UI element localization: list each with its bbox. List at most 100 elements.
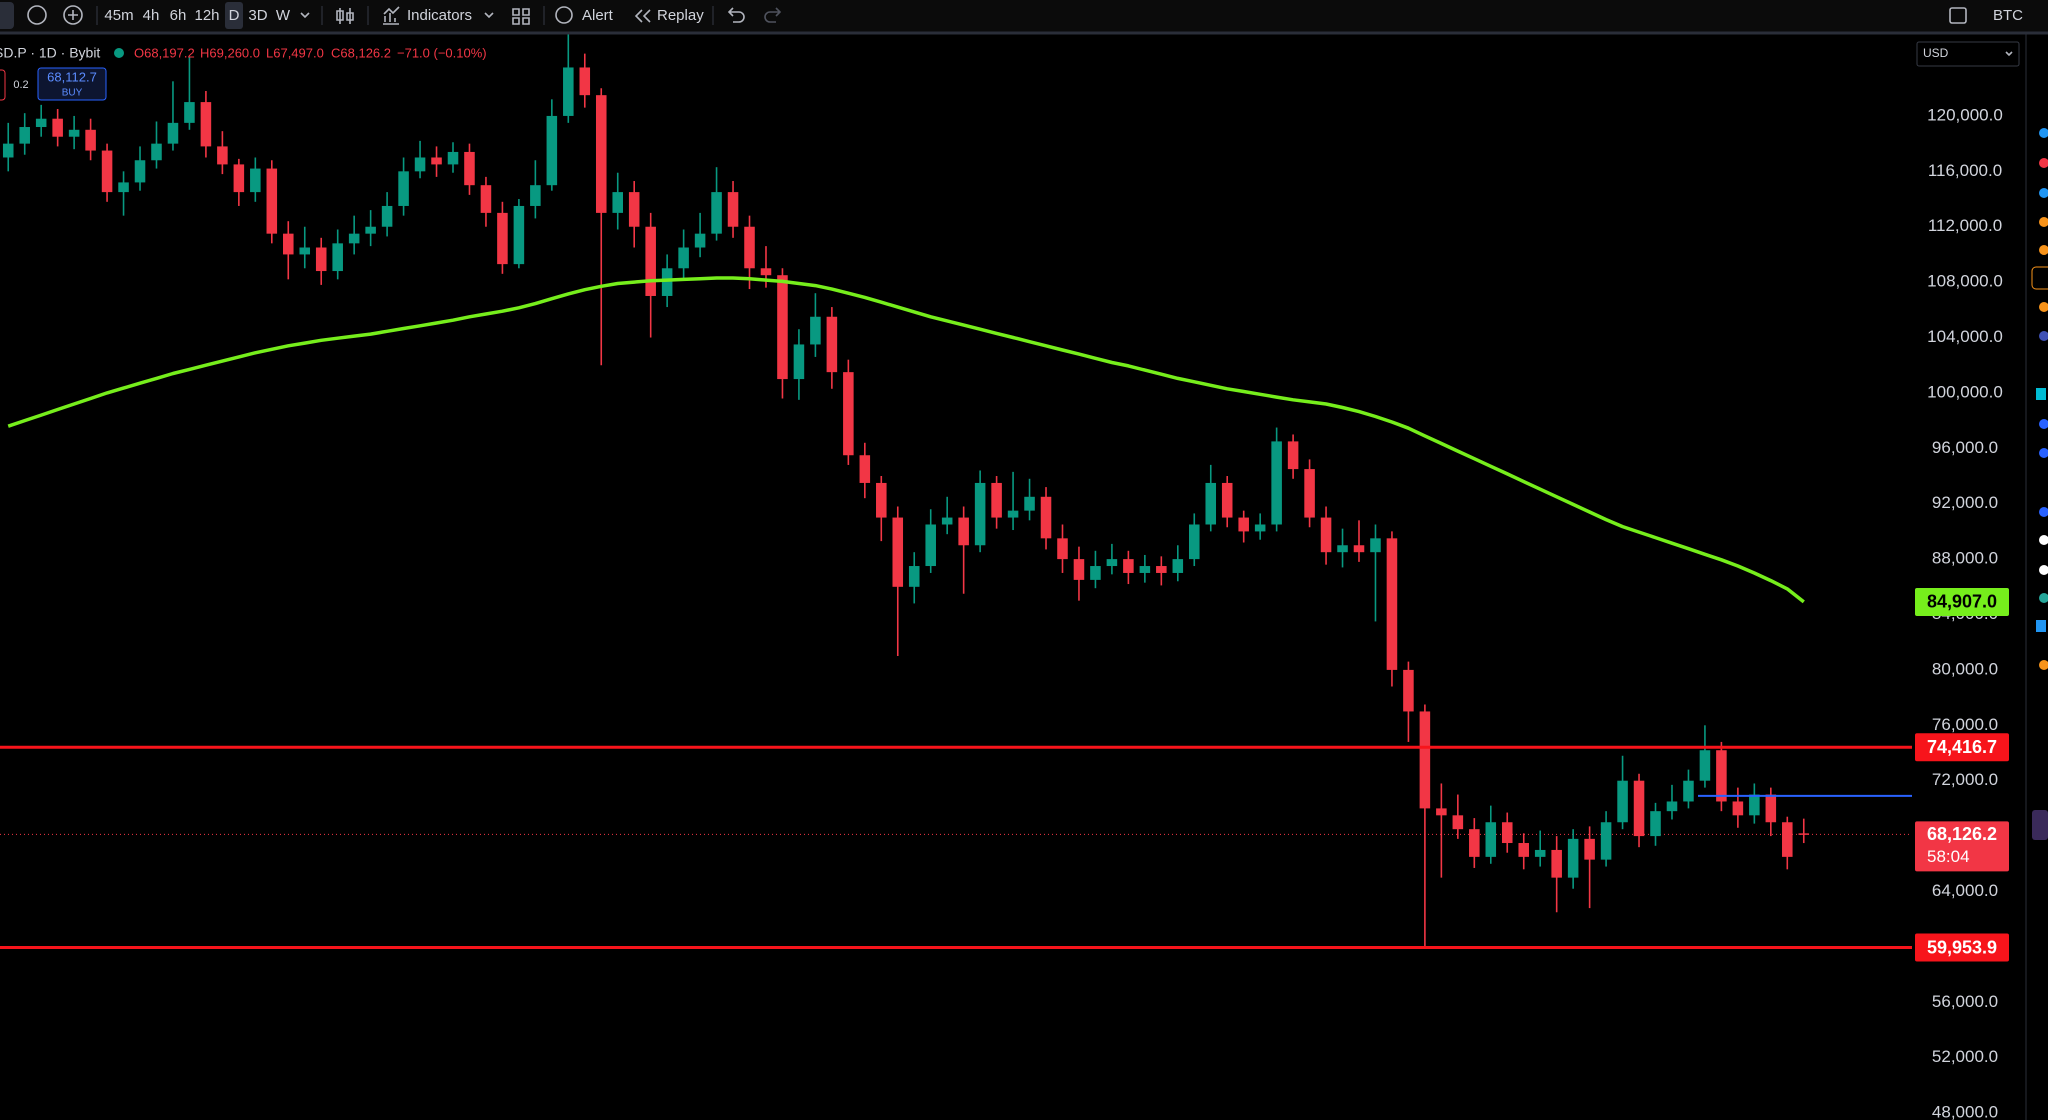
candle-body (908, 566, 920, 587)
indicators-icon[interactable] (383, 6, 400, 25)
undo-icon[interactable] (727, 7, 745, 23)
sidebar-icon[interactable] (2039, 188, 2048, 198)
candle-body (1732, 801, 1744, 816)
sidebar-icon[interactable] (2039, 331, 2048, 341)
candle-body (283, 233, 294, 255)
candle-body (1320, 517, 1332, 553)
sidebar-icon[interactable] (2039, 448, 2048, 458)
sidebar-icon[interactable] (2036, 388, 2046, 400)
buy-label[interactable]: BUY (62, 88, 83, 99)
interval[interactable]: 6h (170, 7, 187, 24)
y-tick-label: 112,000.0 (1928, 216, 2002, 235)
candle-body (35, 118, 47, 128)
candle-body (1419, 711, 1431, 809)
sidebar-icon[interactable] (2039, 128, 2048, 138)
watch-icon[interactable] (27, 5, 47, 25)
sidebar-icon[interactable] (2039, 535, 2048, 545)
indicators-button[interactable]: Indicators (407, 7, 472, 24)
legend-low: L67,497.0 (266, 45, 324, 60)
candle-body (365, 226, 376, 234)
interval-dropdown[interactable] (300, 12, 310, 19)
interval[interactable]: 3D (248, 7, 267, 24)
symbol-label[interactable]: BTC (1993, 7, 2023, 24)
symbol-button[interactable] (0, 2, 14, 29)
candle-body (101, 150, 113, 193)
candle-body (595, 95, 607, 213)
fullscreen-icon[interactable] (1949, 7, 1967, 24)
candle-body (348, 233, 360, 244)
layout-icon[interactable] (512, 8, 530, 25)
interval[interactable]: 12h (194, 7, 219, 24)
candle-body (1337, 545, 1348, 553)
y-tick-label: 96,000.0 (1932, 438, 1998, 457)
candle-body (1057, 538, 1068, 560)
sidebar-icon[interactable] (2039, 302, 2048, 312)
sidebar-icon[interactable] (2039, 245, 2048, 255)
sidebar-icon[interactable] (2039, 565, 2048, 575)
candle-body (1172, 559, 1184, 573)
candle-body (398, 171, 409, 206)
countdown: 58:04 (1927, 847, 1970, 866)
candle-body (1716, 750, 1727, 802)
interval[interactable]: D (229, 7, 240, 24)
candle-body (876, 482, 887, 518)
legend-symbol: SD.P · 1D · Bybit (0, 45, 100, 61)
candle-body (233, 164, 245, 193)
replay-button[interactable]: Replay (657, 7, 704, 24)
candle-body (1765, 794, 1777, 823)
candle-body (217, 146, 228, 165)
last-price-label: 68,126.2 (1927, 824, 1997, 844)
add-icon[interactable] (63, 5, 83, 25)
y-tick-label: 108,000.0 (1927, 272, 2003, 291)
candle-body (1469, 829, 1480, 857)
candle-body (1073, 559, 1085, 580)
indicators-dropdown[interactable] (484, 12, 494, 19)
y-tick-label: 72,000.0 (1932, 770, 1998, 789)
candle-body (892, 517, 904, 587)
candle-body (250, 168, 261, 193)
level-label: 74,416.7 (1927, 737, 1997, 757)
sidebar-icon[interactable] (2039, 217, 2048, 227)
sell-button[interactable] (0, 69, 6, 101)
candle-body (1699, 750, 1711, 781)
candle-body (315, 247, 327, 272)
currency-label[interactable]: USD (1923, 46, 1949, 60)
sidebar-icon[interactable] (2039, 419, 2048, 429)
buy-price[interactable]: 68,112.7 (47, 69, 97, 84)
candle-body (1666, 801, 1678, 812)
level-label-bg (1915, 933, 2009, 962)
y-tick-label: 52,000.0 (1932, 1047, 1998, 1066)
candle-body (645, 226, 656, 296)
chart-type-icon[interactable] (336, 8, 354, 24)
alert-button[interactable]: Alert (582, 7, 614, 24)
currency-select[interactable] (1916, 41, 2020, 67)
active-interval-bg (225, 2, 243, 29)
sidebar-icon[interactable] (2039, 507, 2048, 517)
candle-body (941, 517, 953, 525)
sidebar-icon[interactable] (2039, 593, 2048, 603)
interval[interactable]: 45m (104, 7, 133, 24)
sidebar-icon[interactable] (2036, 620, 2046, 632)
sidebar-icon[interactable] (2039, 158, 2048, 168)
interval[interactable]: 4h (143, 7, 160, 24)
candle-body (167, 122, 179, 144)
chart-layer: 48,000.052,000.056,000.060,000.064,000.0… (0, 32, 2009, 1120)
candle-body (381, 205, 393, 227)
interval[interactable]: W (276, 7, 291, 24)
alert-icon[interactable] (555, 6, 573, 24)
sidebar-icon[interactable] (2032, 810, 2048, 840)
buy-button[interactable] (37, 67, 107, 101)
replay-icon[interactable] (634, 9, 651, 23)
candle-body (1304, 469, 1315, 518)
redo-icon[interactable] (764, 7, 782, 23)
candle-body (2, 143, 14, 158)
candle-body (1436, 808, 1447, 816)
candle-body (1205, 482, 1217, 525)
candle-body (1567, 838, 1579, 878)
candle-body (480, 185, 492, 213)
sidebar-icon[interactable] (2031, 266, 2048, 290)
sidebar-icon[interactable] (2039, 660, 2048, 670)
order-qty[interactable]: 0.2 (13, 79, 28, 91)
candle-body (497, 212, 508, 265)
